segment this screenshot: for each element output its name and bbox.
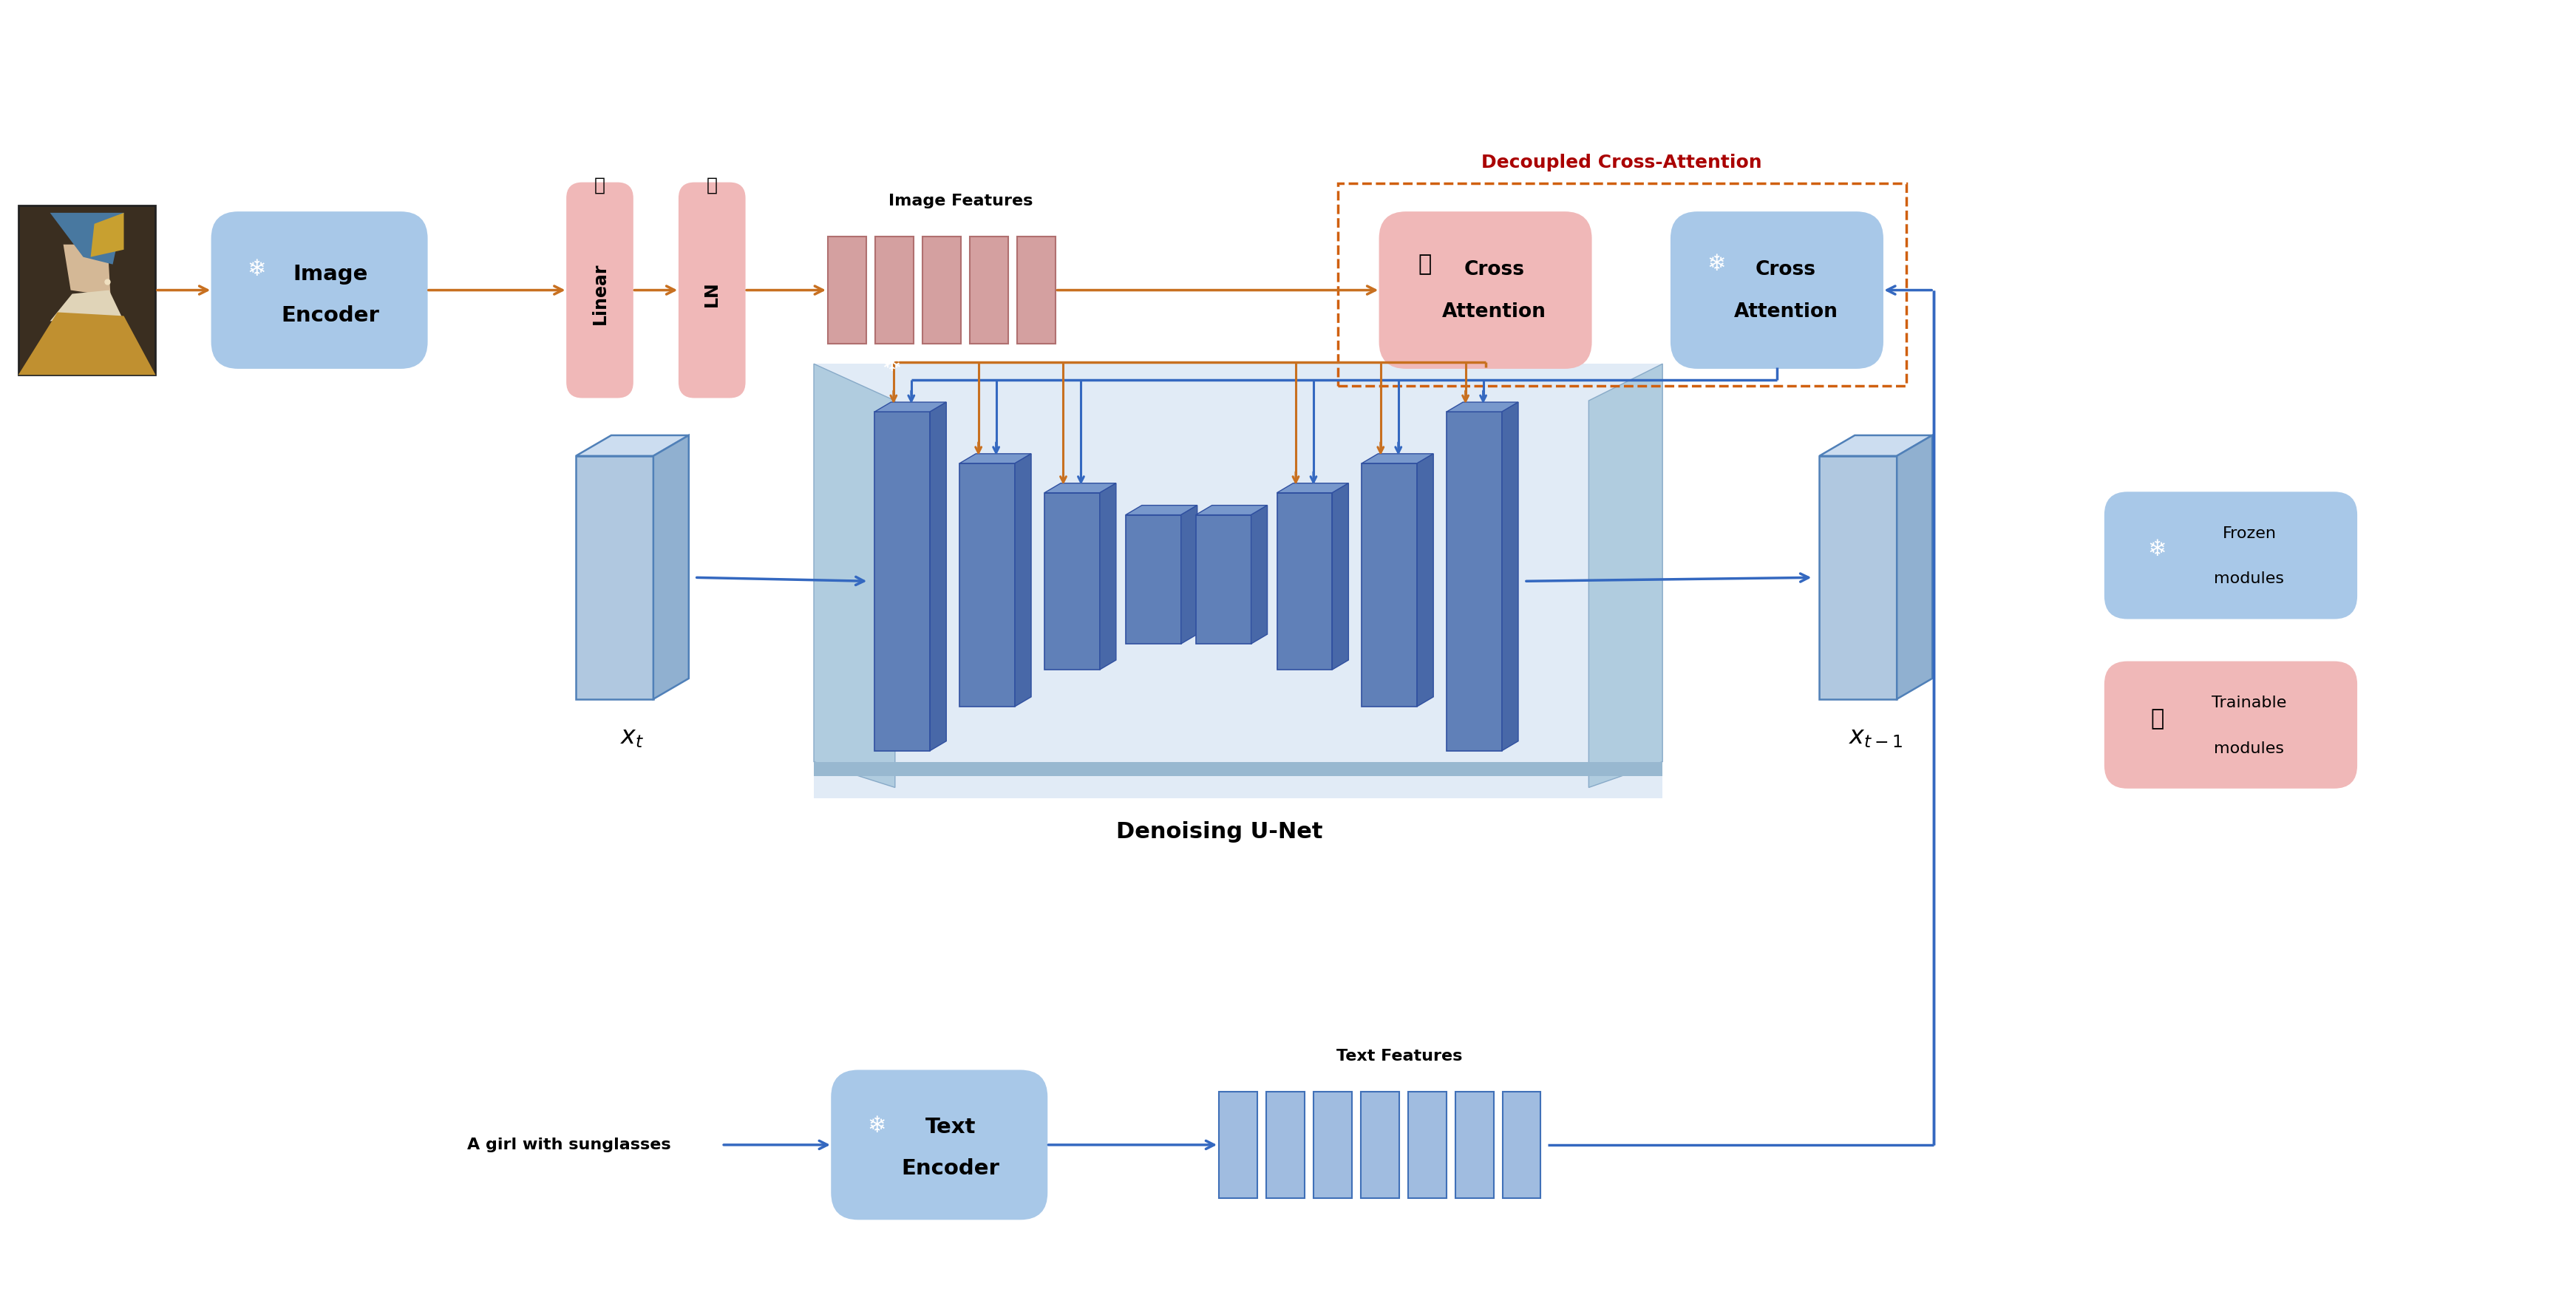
Text: $x_t$: $x_t$: [621, 725, 644, 750]
Text: Image: Image: [294, 263, 368, 284]
Text: modules: modules: [2215, 741, 2285, 755]
Text: Encoder: Encoder: [281, 305, 379, 326]
Text: Text: Text: [925, 1117, 976, 1138]
FancyBboxPatch shape: [2105, 662, 2357, 788]
Text: Linear: Linear: [590, 263, 608, 325]
Polygon shape: [1015, 454, 1030, 707]
Text: 🔥: 🔥: [2151, 708, 2164, 729]
Text: Denoising U-Net: Denoising U-Net: [1115, 821, 1324, 843]
Polygon shape: [1332, 483, 1347, 670]
FancyBboxPatch shape: [18, 206, 155, 374]
Polygon shape: [1589, 364, 1662, 788]
Polygon shape: [876, 412, 930, 750]
FancyBboxPatch shape: [1672, 213, 1883, 368]
Text: modules: modules: [2215, 572, 2285, 586]
FancyBboxPatch shape: [1381, 213, 1589, 368]
Polygon shape: [90, 213, 124, 257]
Polygon shape: [1363, 454, 1432, 463]
Polygon shape: [577, 436, 688, 456]
Polygon shape: [814, 364, 1662, 798]
Polygon shape: [1819, 456, 1896, 699]
Text: Trainable: Trainable: [2213, 695, 2287, 711]
Text: Frozen: Frozen: [2223, 526, 2277, 541]
Text: 🔥: 🔥: [706, 177, 719, 195]
Polygon shape: [814, 762, 1662, 776]
Polygon shape: [654, 436, 688, 699]
Text: Encoder: Encoder: [902, 1158, 999, 1179]
Text: ❄: ❄: [1708, 254, 1726, 275]
Polygon shape: [18, 313, 155, 374]
Polygon shape: [1252, 505, 1267, 644]
Polygon shape: [1896, 436, 1932, 699]
Text: Attention: Attention: [1443, 302, 1546, 322]
Text: Attention: Attention: [1734, 302, 1837, 322]
Polygon shape: [1180, 505, 1198, 644]
FancyBboxPatch shape: [1502, 1092, 1540, 1198]
Polygon shape: [1100, 483, 1115, 670]
Polygon shape: [1278, 492, 1332, 670]
Text: Cross: Cross: [1754, 260, 1816, 279]
FancyBboxPatch shape: [211, 213, 428, 368]
Text: Cross: Cross: [1463, 260, 1525, 279]
Text: ❄: ❄: [868, 1115, 886, 1138]
FancyBboxPatch shape: [680, 183, 744, 397]
Polygon shape: [961, 454, 1030, 463]
FancyBboxPatch shape: [876, 237, 914, 343]
FancyBboxPatch shape: [1314, 1092, 1352, 1198]
Polygon shape: [49, 213, 124, 264]
Polygon shape: [1043, 483, 1115, 492]
Text: ❄: ❄: [2148, 539, 2166, 560]
Polygon shape: [1043, 492, 1100, 670]
Text: Image Features: Image Features: [889, 194, 1033, 208]
FancyBboxPatch shape: [2105, 492, 2357, 618]
FancyBboxPatch shape: [1455, 1092, 1494, 1198]
Polygon shape: [1278, 483, 1347, 492]
Text: Text Features: Text Features: [1337, 1049, 1463, 1063]
Bar: [1337, 183, 1906, 386]
Polygon shape: [876, 402, 945, 412]
Polygon shape: [1126, 505, 1198, 514]
Polygon shape: [1126, 514, 1180, 644]
FancyBboxPatch shape: [827, 237, 866, 343]
Polygon shape: [961, 463, 1015, 707]
Polygon shape: [1502, 402, 1517, 750]
Polygon shape: [1363, 463, 1417, 707]
Text: LN: LN: [703, 281, 721, 306]
FancyBboxPatch shape: [1409, 1092, 1445, 1198]
FancyBboxPatch shape: [1267, 1092, 1303, 1198]
FancyBboxPatch shape: [567, 183, 631, 397]
Polygon shape: [1448, 402, 1517, 412]
Text: 🔥: 🔥: [595, 177, 605, 195]
Polygon shape: [49, 291, 124, 321]
Polygon shape: [1448, 412, 1502, 750]
Text: ❄: ❄: [247, 259, 265, 280]
FancyBboxPatch shape: [1018, 237, 1056, 343]
Text: A girl with sunglasses: A girl with sunglasses: [466, 1138, 670, 1152]
Text: $x_{t-1}$: $x_{t-1}$: [1850, 725, 1904, 750]
Text: ❄: ❄: [881, 352, 902, 376]
FancyBboxPatch shape: [969, 237, 1007, 343]
FancyBboxPatch shape: [832, 1071, 1046, 1219]
Polygon shape: [1819, 436, 1932, 456]
Text: 🔥: 🔥: [1419, 254, 1432, 275]
Polygon shape: [814, 364, 894, 788]
Polygon shape: [1195, 505, 1267, 514]
Polygon shape: [1417, 454, 1432, 707]
FancyBboxPatch shape: [1360, 1092, 1399, 1198]
Polygon shape: [1195, 514, 1252, 644]
Polygon shape: [64, 245, 111, 296]
FancyBboxPatch shape: [922, 237, 961, 343]
Polygon shape: [930, 402, 945, 750]
Text: Decoupled Cross-Attention: Decoupled Cross-Attention: [1481, 154, 1762, 171]
FancyBboxPatch shape: [1218, 1092, 1257, 1198]
Polygon shape: [577, 456, 654, 699]
